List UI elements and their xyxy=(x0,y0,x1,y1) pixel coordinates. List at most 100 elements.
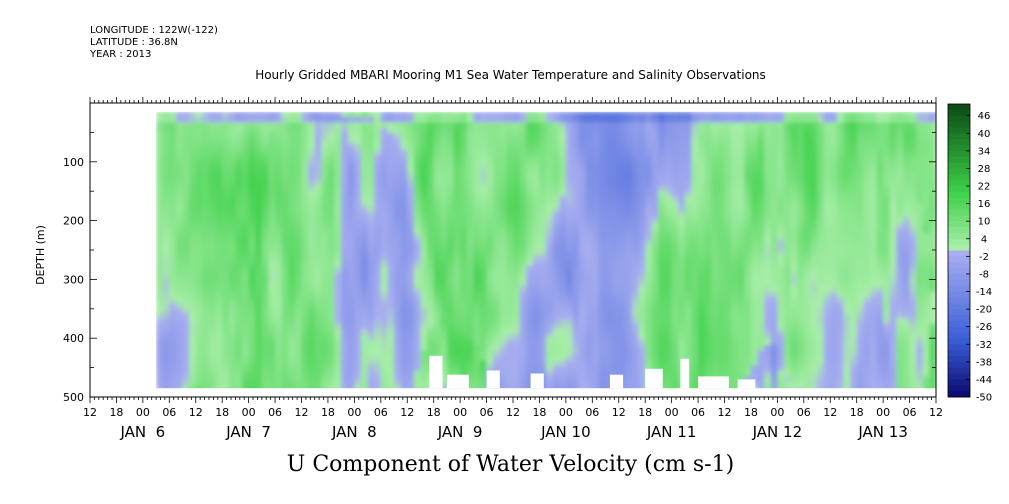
heatmap-cell xyxy=(301,371,309,378)
heatmap-cell xyxy=(433,191,442,198)
heatmap-cell xyxy=(645,143,653,150)
heatmap-cell xyxy=(235,185,243,192)
heatmap-cell xyxy=(552,249,561,256)
heatmap-cell xyxy=(480,223,488,230)
heatmap-cell xyxy=(592,207,600,214)
heatmap-cell xyxy=(394,365,402,372)
heatmap-cell xyxy=(737,154,746,161)
heatmap-cell xyxy=(361,275,369,282)
heatmap-cell xyxy=(750,260,759,267)
heatmap-cell xyxy=(394,318,402,325)
heatmap-cell xyxy=(261,334,270,341)
heatmap-cell xyxy=(499,180,508,187)
heatmap-cell xyxy=(387,138,395,145)
heatmap-cell xyxy=(506,201,514,208)
heatmap-cell xyxy=(770,265,779,272)
heatmap-cell xyxy=(757,159,765,166)
heatmap-cell xyxy=(737,244,746,251)
heatmap-cell xyxy=(632,254,640,261)
heatmap-cell xyxy=(268,334,276,341)
heatmap-cell xyxy=(638,344,646,351)
heatmap-cell xyxy=(711,196,719,203)
heatmap-cell xyxy=(387,328,395,335)
heatmap-cell xyxy=(156,307,164,314)
heatmap-cell xyxy=(446,138,455,145)
heatmap-cell xyxy=(532,355,541,362)
heatmap-cell xyxy=(506,334,514,341)
heatmap-cell xyxy=(625,328,633,335)
heatmap-field xyxy=(156,111,936,394)
heatmap-cell xyxy=(532,238,541,245)
heatmap-cell xyxy=(394,238,402,245)
heatmap-cell xyxy=(407,117,415,124)
heatmap-cell xyxy=(579,148,587,155)
heatmap-cell xyxy=(526,254,534,261)
heatmap-cell xyxy=(394,185,402,192)
heatmap-cell xyxy=(261,344,270,351)
heatmap-cell xyxy=(499,196,508,203)
heatmap-cell xyxy=(744,318,752,325)
heatmap-cell xyxy=(327,138,336,145)
heatmap-cell xyxy=(380,191,389,198)
heatmap-cell xyxy=(294,297,303,304)
heatmap-cell xyxy=(605,281,613,288)
heatmap-cell xyxy=(526,117,534,124)
heatmap-cell xyxy=(400,133,408,140)
heatmap-cell xyxy=(513,122,521,129)
heatmap-cell xyxy=(493,254,501,261)
heatmap-cell xyxy=(413,217,422,224)
heatmap-cell xyxy=(248,355,256,362)
heatmap-cell xyxy=(460,307,468,314)
heatmap-cell xyxy=(446,117,455,124)
heatmap-cell xyxy=(327,265,336,272)
heatmap-cell xyxy=(413,228,422,235)
heatmap-cell xyxy=(539,334,547,341)
heatmap-cell xyxy=(374,286,382,293)
heatmap-cell xyxy=(493,297,501,304)
heatmap-cell xyxy=(182,201,190,208)
heatmap-cell xyxy=(691,117,699,124)
heatmap-cell xyxy=(466,318,475,325)
heatmap-cell xyxy=(625,201,633,208)
heatmap-cell xyxy=(513,260,521,267)
heatmap-cell xyxy=(526,138,534,145)
heatmap-cell xyxy=(532,217,541,224)
heatmap-cell xyxy=(394,381,402,388)
heatmap-cell xyxy=(585,148,594,155)
heatmap-cell xyxy=(638,307,646,314)
heatmap-cell xyxy=(671,312,679,319)
heatmap-cell xyxy=(625,143,633,150)
heatmap-cell xyxy=(493,175,501,182)
heatmap-cell xyxy=(559,143,567,150)
heatmap-cell xyxy=(499,233,508,240)
heatmap-cell xyxy=(466,143,475,150)
heatmap-cell xyxy=(704,344,713,351)
heatmap-cell xyxy=(526,302,534,309)
heatmap-cell xyxy=(387,350,395,357)
heatmap-cell xyxy=(552,164,561,171)
heatmap-cell xyxy=(579,312,587,319)
heatmap-cell xyxy=(354,212,362,219)
heatmap-cell xyxy=(209,175,217,182)
heatmap-cell xyxy=(156,360,164,367)
heatmap-cell xyxy=(651,159,660,166)
heatmap-cell xyxy=(400,291,408,298)
heatmap-cell xyxy=(453,233,461,240)
heatmap-cell xyxy=(308,212,316,219)
heatmap-cell xyxy=(698,281,706,288)
heatmap-cell xyxy=(737,148,746,155)
heatmap-cell xyxy=(202,297,210,304)
heatmap-cell xyxy=(645,312,653,319)
heatmap-cell xyxy=(711,143,719,150)
heatmap-cell xyxy=(480,249,488,256)
heatmap-cell xyxy=(519,260,527,267)
heatmap-cell xyxy=(704,318,713,325)
heatmap-cell xyxy=(466,376,475,383)
heatmap-cell xyxy=(744,154,752,161)
heatmap-cell xyxy=(255,355,263,362)
heatmap-cell xyxy=(585,334,594,341)
heatmap-cell xyxy=(209,328,217,335)
heatmap-cell xyxy=(486,297,494,304)
heatmap-cell xyxy=(374,360,382,367)
heatmap-cell xyxy=(757,328,765,335)
